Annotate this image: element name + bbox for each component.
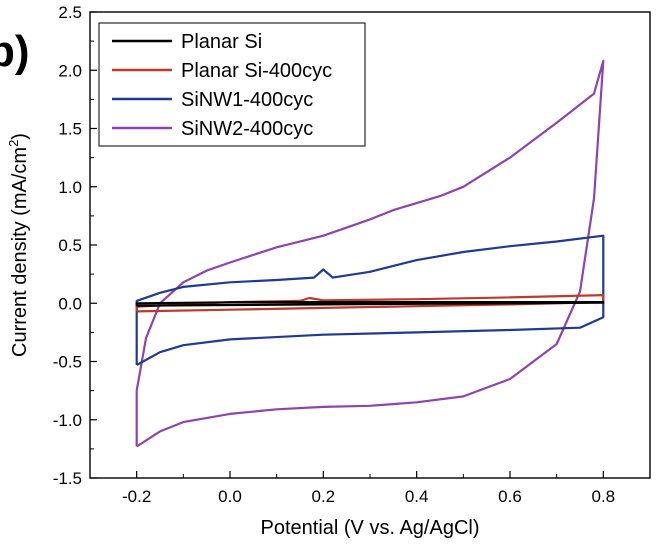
y-axis-ticks: -1.5 -1.0 -0.5 0.0 0.5 1.0 1.5 2.0 2.5 [53,3,97,488]
legend-label-2: SiNW1-400cyc [181,89,313,111]
y-axis-label: Current density (mA/cm2) [6,133,31,357]
y-tick-label: 2.0 [58,61,82,80]
series-line-3 [135,59,605,448]
y-tick-label: -1.0 [53,411,82,430]
series-layer [135,59,605,448]
legend-label-3: SiNW2-400cyc [181,118,313,140]
y-tick-label: 2.5 [58,3,82,22]
y-tick-label: 0.5 [58,236,82,255]
y-tick-label: 1.5 [58,120,82,139]
y-axis-label-main: Current density (mA/cm [9,147,31,357]
y-tick-label: 1.0 [58,178,82,197]
x-tick-label: 0.8 [592,487,616,506]
y-tick-label: 0.0 [58,294,82,313]
series-line-0 [135,301,605,307]
x-tick-label: 0.2 [312,487,336,506]
legend-label-0: Planar Si [181,31,262,53]
legend-box [98,22,366,147]
x-tick-label: 0.6 [498,487,522,506]
x-axis-label: Potential (V vs. Ag/AgCl) [261,517,480,539]
y-axis-label-close: ) [9,133,31,140]
y-tick-label: -1.5 [53,469,82,488]
legend-label-1: Planar Si-400cyc [181,60,332,82]
series-line-2 [135,234,605,366]
y-axis-label-superscript: 2 [6,140,21,147]
y-tick-label: -0.5 [53,353,82,372]
x-tick-label: 0.0 [218,487,242,506]
x-tick-label: -0.2 [122,487,151,506]
x-tick-label: 0.4 [405,487,429,506]
panel-label: b) [0,27,30,76]
x-axis-ticks: -0.2 0.0 0.2 0.4 0.6 0.8 [122,471,615,506]
legend: Planar Si Planar Si-400cyc SiNW1-400cyc SiN… [98,22,366,147]
